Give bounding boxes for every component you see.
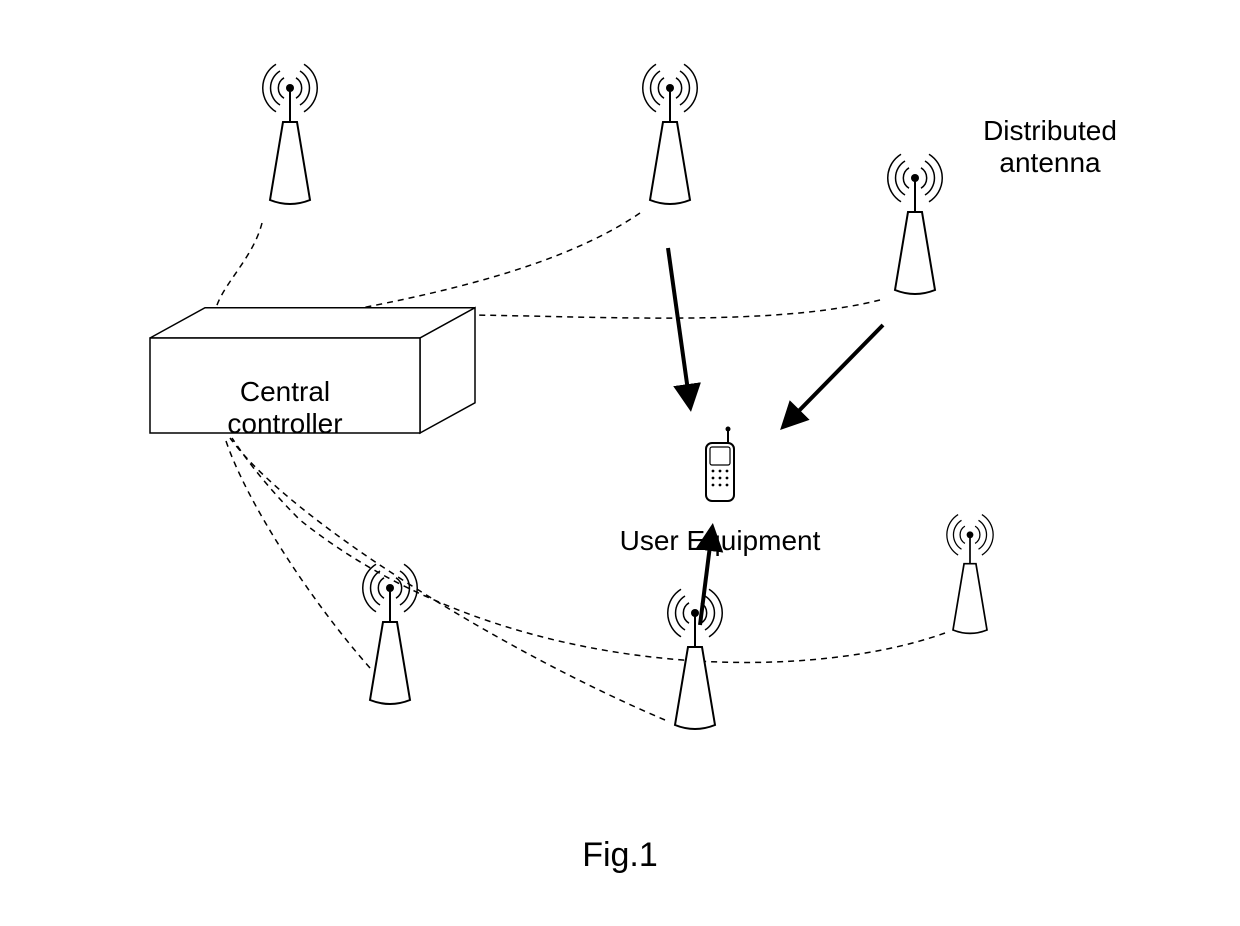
antenna-icon bbox=[643, 64, 698, 204]
antenna-icon bbox=[263, 64, 318, 204]
antenna-icon bbox=[947, 515, 993, 634]
antenna-icon bbox=[363, 564, 418, 704]
distributed-antenna-label: Distributed antenna bbox=[850, 115, 1240, 179]
antenna-icon bbox=[668, 589, 723, 729]
user-equipment bbox=[706, 427, 734, 502]
backhaul-links bbox=[214, 213, 945, 720]
signal-arrows bbox=[668, 248, 883, 625]
user-equipment-label: User Equipment bbox=[520, 525, 920, 557]
figure-caption: Fig.1 bbox=[420, 836, 820, 875]
central-controller-label: Central controller bbox=[85, 376, 485, 440]
phone-icon bbox=[706, 427, 734, 502]
